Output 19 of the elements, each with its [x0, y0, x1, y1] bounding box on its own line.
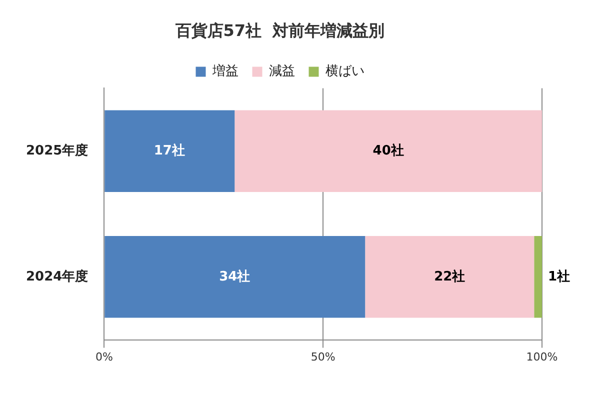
y-tick-label: 2024年度 [26, 268, 88, 284]
annotation: 22社 [434, 268, 466, 284]
annotation: 17社 [154, 142, 185, 158]
text: 1社 [548, 268, 570, 284]
bar [104, 110, 235, 192]
legend-label: 増益 [211, 63, 238, 80]
bar [104, 236, 366, 318]
bar [365, 236, 534, 318]
bar [534, 236, 542, 318]
legend-label: 減益 [268, 64, 295, 80]
x-tick-label: 100% [526, 350, 558, 364]
x-tick-label: 50% [310, 350, 336, 364]
chart-title: 百貨店57社 対前年増減益別 [174, 20, 385, 40]
bar [234, 110, 542, 192]
y-tick-label: 2025年度 [26, 142, 88, 158]
annotation: 40社 [372, 142, 404, 158]
annotation: 34社 [219, 268, 250, 284]
legend-label: 横ばい [325, 64, 364, 80]
x-tick-label: 0% [95, 350, 113, 364]
